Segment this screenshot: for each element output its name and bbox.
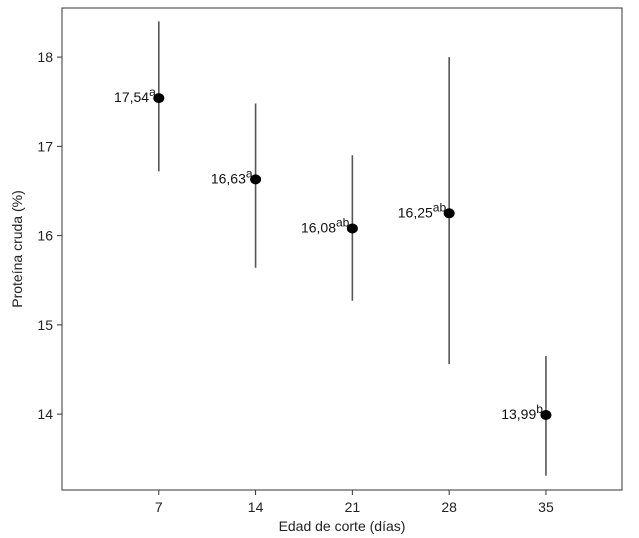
x-tick-label: 14 <box>248 499 264 515</box>
x-tick-label: 21 <box>345 499 361 515</box>
data-series: 17,54a 16,63a 16,08ab 16,25ab 13,99b <box>114 21 552 476</box>
y-tick-label: 14 <box>37 406 53 422</box>
data-label: 16,08ab <box>301 215 350 235</box>
y-tick-label: 15 <box>37 317 53 333</box>
x-axis: 7 14 21 28 35 <box>155 490 554 515</box>
data-point <box>540 410 552 421</box>
y-axis-label: Proteína cruda (%) <box>9 190 25 308</box>
y-tick-label: 17 <box>37 138 53 154</box>
data-point <box>443 208 455 219</box>
x-tick-label: 28 <box>441 499 457 515</box>
data-point <box>346 223 358 234</box>
data-point <box>250 174 262 185</box>
x-tick-label: 35 <box>538 499 554 515</box>
data-label: 16,25ab <box>398 200 447 220</box>
plot-frame <box>61 7 623 491</box>
x-tick-label: 7 <box>155 499 163 515</box>
y-tick-label: 16 <box>37 228 53 244</box>
y-tick-label: 18 <box>37 49 53 65</box>
data-label: 17,54a <box>114 85 156 105</box>
data-label: 16,63a <box>211 166 253 186</box>
data-label: 13,99b <box>501 402 543 422</box>
data-point <box>153 93 165 104</box>
y-axis: 14 15 16 17 18 <box>37 49 62 422</box>
x-axis-label: Edad de corte (días) <box>279 518 406 534</box>
